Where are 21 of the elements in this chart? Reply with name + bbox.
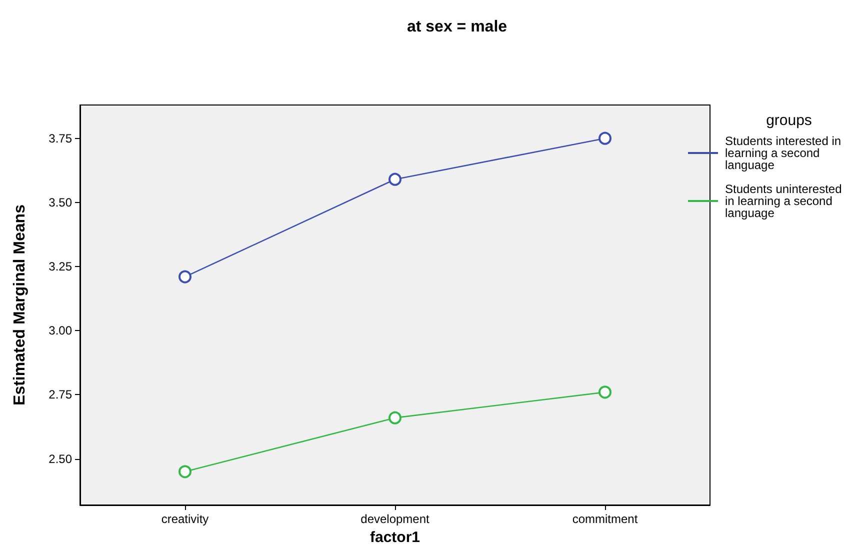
point <box>388 172 402 186</box>
x-tick-label: commitment <box>572 512 638 526</box>
point <box>598 386 612 399</box>
y-axis-title: Estimated Marginal Means <box>12 204 28 406</box>
legend-label: Students interested in learning a second language <box>725 134 844 172</box>
y-tick-label: 2.50 <box>48 452 72 466</box>
y-tick-label: 3.75 <box>48 131 72 146</box>
point <box>178 465 192 478</box>
x-tick-label: development <box>360 512 430 526</box>
x-tick-label: creativity <box>161 512 209 526</box>
y-tick-label: 3.25 <box>48 260 72 274</box>
chart-title: at sex = male <box>406 18 508 36</box>
x-axis-title: factor1 <box>370 528 420 546</box>
point <box>388 411 402 424</box>
y-tick-label: 2.75 <box>48 388 72 402</box>
y-tick-label: 3.00 <box>48 324 72 338</box>
legend-label: Students uninterested in learning a second language <box>725 182 846 220</box>
legend-title: groups <box>766 112 812 129</box>
point <box>598 132 612 145</box>
point <box>178 270 192 284</box>
y-tick-label: 3.50 <box>48 195 72 210</box>
